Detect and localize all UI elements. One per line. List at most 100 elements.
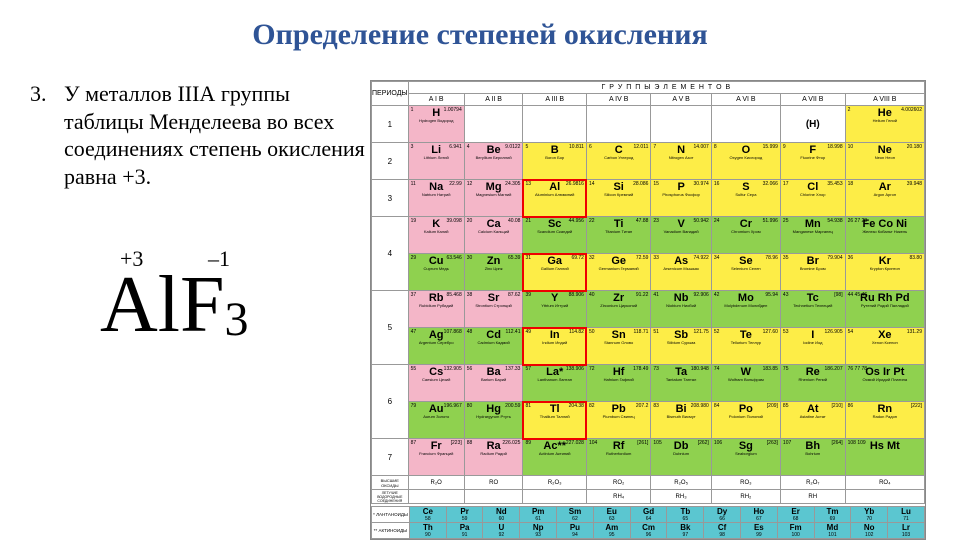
oxidation-al: +3: [120, 246, 143, 272]
lanthanide-cell: Er68: [777, 507, 814, 523]
group-label: A I B: [408, 94, 464, 106]
element-cell: 107[264]BhBohrium: [780, 439, 845, 476]
element-cell: 1839.948ArArgon Аргон: [845, 180, 924, 217]
lanthanide-cell: Eu63: [593, 507, 630, 523]
element-cell: 36.941LiLithium Литий: [408, 143, 464, 180]
actinide-cell: Pa91: [446, 523, 483, 539]
element-cell: 510.811BBoron Бор: [523, 143, 586, 180]
element-cell: 47107.868AgArgentum Серебро: [408, 328, 464, 365]
element-cell: 88226.025RaRadium Радий: [464, 439, 523, 476]
element-cell: 2963.546CuCuprum Медь: [408, 254, 464, 291]
element-cell: 55132.905CsCaesium Цезий: [408, 365, 464, 402]
element-cell: 1326.9816AlAluminium Алюминий: [523, 180, 586, 217]
lanthanide-cell: Tb65: [667, 507, 704, 523]
content: 3. У металлов IIIА группы таблицы Мендел…: [0, 80, 960, 540]
element-cell: 2554.938MnManganese Марганец: [780, 217, 845, 254]
element-cell: 84[209]PoPolonium Полоний: [711, 402, 780, 439]
element-cell: 714.007NNitrogen Азот: [651, 143, 711, 180]
actinide-cell: Cf98: [704, 523, 741, 539]
oxidation-f: –1: [208, 246, 230, 272]
actinide-cell: U92: [483, 523, 520, 539]
element-cell: 75186.207ReRhenium Рений: [780, 365, 845, 402]
element-cell: 87[223]FrFrancium Франций: [408, 439, 464, 476]
element-cell: 86[222]RnRadon Радон: [845, 402, 924, 439]
element-cell: 52127.60TeTellurium Теллур: [711, 328, 780, 365]
element-cell: 82207.2PbPlumbum Свинец: [586, 402, 650, 439]
actinide-cell: Fm100: [777, 523, 814, 539]
actinide-cell: Es99: [740, 523, 777, 539]
element-cell: 104[261]RfRutherfordium: [586, 439, 650, 476]
hydride-formula: RH₄: [586, 490, 650, 504]
element-cell: 1122.99NaNatrium Натрий: [408, 180, 464, 217]
element-cell: (H): [780, 106, 845, 143]
actinide-cell: Th90: [409, 523, 446, 539]
group-label: A VIII B: [845, 94, 924, 106]
element-cell: 24.002602HeHelium Гелий: [845, 106, 924, 143]
lanthanide-cell: Yb70: [851, 507, 888, 523]
hydride-formula: RH₃: [651, 490, 711, 504]
element-cell: 3374.922AsArsenicum Мышьяк: [651, 254, 711, 291]
element-cell: 72178.49HfHafnium Гафний: [586, 365, 650, 402]
period-number: 6: [372, 365, 409, 439]
element-cell: 49114.82InIndium Индий: [523, 328, 586, 365]
left-column: 3. У металлов IIIА группы таблицы Мендел…: [0, 80, 370, 540]
element-cell: 56137.33BaBarium Барий: [464, 365, 523, 402]
element-cell: 11.00794HHydrogen Водород: [408, 106, 464, 143]
element-cell: 3988.906YYttrium Иттрий: [523, 291, 586, 328]
element-cell: 89227.028Ac**Actinium Актиний: [523, 439, 586, 476]
group-label: A V B: [651, 94, 711, 106]
element-cell: 2144.956ScScandium Скандий: [523, 217, 586, 254]
empty-cell: [651, 106, 711, 143]
page-title: Определение степеней окисления: [0, 0, 960, 52]
formula-subscript: 3: [225, 293, 249, 346]
oxide-formula: R₂O: [408, 476, 464, 490]
element-cell: 54131.29XeXenon Ксенон: [845, 328, 924, 365]
empty-cell: [464, 106, 523, 143]
element-cell: 2350.942VVanadium Ванадий: [651, 217, 711, 254]
lanth-label: * ЛАНТАНОИДЫ: [372, 507, 410, 523]
right-column: ПЕРИОДЫГ Р У П П Ы Э Л Е М Е Н Т О ВA I …: [370, 80, 960, 540]
element-cell: 80200.59HgHydrargyrum Ртуть: [464, 402, 523, 439]
empty-cell: [586, 106, 650, 143]
element-cell: 3785.468RbRubidium Рубидий: [408, 291, 464, 328]
period-number: 1: [372, 106, 409, 143]
empty-cell: [523, 106, 586, 143]
actinide-cell: Lr103: [888, 523, 925, 539]
oxide-formula: RO₃: [711, 476, 780, 490]
element-cell: 26 27 28Fe Co NiЖелезо Кобальт Никель: [845, 217, 924, 254]
groups-label: Г Р У П П Ы Э Л Е М Е Н Т О В: [408, 82, 924, 94]
element-cell: 1530.974PPhosphorus Фосфор: [651, 180, 711, 217]
element-cell: 2040.08CaCalcium Кальций: [464, 217, 523, 254]
element-cell: 50118.71SnStannum Олово: [586, 328, 650, 365]
element-cell: 1020.180NeNeon Неон: [845, 143, 924, 180]
actinide-cell: Am95: [593, 523, 630, 539]
element-cell: 3683.80KrKrypton Криптон: [845, 254, 924, 291]
actinide-cell: No102: [851, 523, 888, 539]
element-cell: 3272.59GeGermanium Германий: [586, 254, 650, 291]
element-cell: 76 77 78Os Ir PtОсмий Иридий Платина: [845, 365, 924, 402]
oxide-formula: R₂O₃: [523, 476, 586, 490]
element-cell: 3579.904BrBromine Бром: [780, 254, 845, 291]
element-cell: 48112.41CdCadmium Кадмий: [464, 328, 523, 365]
element-cell: 106[263]SgSeaborgium: [711, 439, 780, 476]
hydride-formula: [464, 490, 523, 504]
lanthanide-cell: Gd64: [630, 507, 667, 523]
element-cell: 105[262]DbDubnium: [651, 439, 711, 476]
element-cell: 1428.086SiSilicon Кремний: [586, 180, 650, 217]
element-cell: 81204.38TlThallium Таллий: [523, 402, 586, 439]
actinide-cell: Np93: [520, 523, 557, 539]
element-cell: 44 45 46Ru Rh PdРутений Родий Палладий: [845, 291, 924, 328]
lanthanide-cell: Sm62: [557, 507, 594, 523]
oxide-formula: RO₄: [845, 476, 924, 490]
actinide-cell: Pu94: [557, 523, 594, 539]
lanthanide-cell: Lu71: [888, 507, 925, 523]
element-cell: 3065.39ZnZinc Цинк: [464, 254, 523, 291]
element-cell: 108 109Hs Mt: [845, 439, 924, 476]
period-number: 2: [372, 143, 409, 180]
formula: +3 –1 AlF3: [100, 260, 370, 351]
lanthanide-cell: Pm61: [520, 507, 557, 523]
rule-number: 3.: [30, 80, 52, 190]
period-number: 5: [372, 291, 409, 365]
element-cell: 83208.980BiBismuth Висмут: [651, 402, 711, 439]
element-cell: 612.011CCarbon Углерод: [586, 143, 650, 180]
